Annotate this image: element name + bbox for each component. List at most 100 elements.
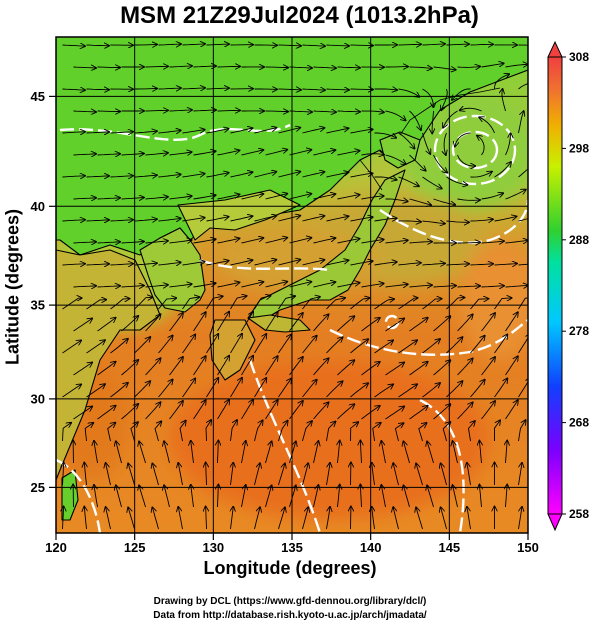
wind-streamline	[84, 507, 86, 530]
wind-streamline	[169, 401, 183, 420]
wind-streamline	[470, 44, 493, 45]
wind-streamline	[134, 297, 153, 310]
wind-streamline	[73, 319, 93, 332]
wind-streamline	[326, 337, 343, 354]
wind-streamline	[254, 378, 267, 398]
wind-streamline	[518, 83, 528, 90]
wind-streamline	[460, 108, 482, 111]
wind-streamline	[467, 507, 471, 530]
wind-streamline	[302, 45, 325, 46]
wind-streamline	[62, 423, 72, 442]
wind-streamline	[470, 336, 485, 354]
wind-streamline	[468, 421, 475, 442]
wind-streamline	[169, 152, 192, 155]
wind-streamline	[518, 111, 524, 134]
wind-streamline	[502, 89, 506, 112]
wind-streamline	[409, 242, 432, 243]
wind-streamline	[505, 400, 518, 420]
wind-streamline	[337, 360, 355, 376]
credit-data-source: Data from http://database.rish.kyoto-u.a…	[153, 610, 427, 621]
wind-streamline	[97, 318, 116, 332]
x-tick-label: 120	[45, 540, 67, 555]
wind-streamline	[433, 316, 451, 332]
wind-streamline	[289, 111, 312, 112]
wind-streamline	[409, 67, 432, 68]
wind-streamline	[361, 196, 384, 200]
wind-streamline	[206, 173, 229, 178]
lat-lon-grid	[56, 37, 528, 533]
wind-streamline	[73, 198, 96, 199]
wind-streamline	[134, 89, 157, 90]
wind-streamline	[158, 298, 177, 310]
wind-streamline	[217, 150, 240, 156]
coastline-detail	[359, 87, 501, 191]
wind-streamline	[128, 464, 135, 486]
wind-streamline	[145, 66, 168, 67]
wind-streamline	[289, 67, 312, 68]
wind-streamline	[505, 356, 518, 376]
x-tick-label: 135	[281, 540, 303, 555]
wind-streamline	[470, 219, 493, 221]
wind-streamline	[337, 67, 360, 68]
wind-streamlines	[62, 44, 528, 530]
wind-streamline	[505, 285, 528, 287]
wind-streamline	[278, 216, 301, 222]
wind-streamline	[193, 66, 216, 67]
wind-streamline	[97, 242, 120, 243]
wind-streamline	[278, 379, 292, 398]
wind-streamline	[182, 335, 196, 354]
x-tick-label: 130	[202, 540, 224, 555]
wind-streamline	[94, 485, 98, 508]
wind-streamline	[265, 400, 278, 420]
wind-streamline	[302, 421, 312, 442]
wind-streamline	[453, 441, 458, 464]
wind-streamline	[433, 360, 451, 376]
wind-streamline	[441, 507, 447, 530]
wind-streamline	[265, 442, 272, 464]
wind-streamline	[169, 196, 192, 199]
wind-streamline	[479, 441, 481, 464]
wind-streamline	[106, 507, 111, 530]
wind-streamline	[481, 63, 504, 68]
wind-streamline	[116, 441, 122, 464]
x-tick-label: 125	[124, 540, 146, 555]
wind-streamline	[506, 441, 508, 464]
wind-streamline	[110, 339, 128, 354]
wind-streamline	[62, 89, 85, 90]
wind-streamline	[158, 174, 181, 177]
wind-streamline	[97, 67, 120, 68]
colorbar-label: 298	[569, 141, 589, 155]
wind-streamline	[350, 261, 373, 266]
wind-streamline	[337, 195, 360, 200]
wind-streamline	[110, 383, 128, 398]
wind-streamline	[409, 198, 432, 205]
wind-streamline	[278, 45, 301, 46]
wind-streamline	[446, 221, 469, 222]
wind-streamline	[479, 117, 495, 134]
wind-streamline	[86, 89, 109, 90]
wind-streamline	[169, 357, 183, 376]
wind-streamline	[169, 313, 183, 332]
wind-streamline	[350, 217, 373, 222]
wind-streamline	[361, 240, 384, 244]
wind-streamline	[409, 362, 428, 376]
wind-streamline	[278, 89, 301, 90]
wind-streamline	[518, 44, 528, 46]
wind-streamline	[73, 154, 96, 155]
wind-streamline	[217, 238, 240, 244]
wind-streamline	[121, 242, 144, 244]
wind-streamline	[241, 485, 246, 508]
wind-streamline	[230, 378, 243, 398]
wind-streamline	[422, 221, 445, 224]
wind-streamline	[158, 262, 181, 265]
wind-streamline	[360, 485, 361, 508]
wind-streamline	[278, 464, 285, 486]
wind-streamline	[446, 44, 469, 45]
wind-streamline	[182, 130, 205, 134]
wind-streamline	[518, 378, 528, 398]
wind-streamline	[145, 197, 168, 199]
wind-streamline	[182, 218, 205, 222]
wind-streamline	[97, 286, 120, 287]
wind-streamline	[398, 88, 420, 97]
wind-streamline	[154, 421, 161, 442]
